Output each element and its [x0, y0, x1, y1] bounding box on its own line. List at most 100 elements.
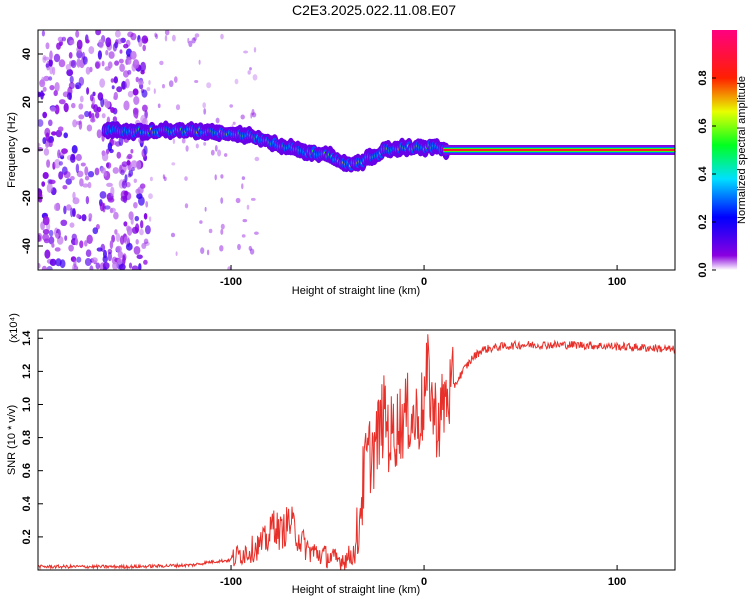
noise-blob [172, 138, 176, 145]
noise-blob [121, 180, 128, 189]
noise-blob [128, 262, 133, 269]
noise-blob [133, 246, 141, 255]
noise-blob [54, 247, 61, 252]
noise-blob [95, 30, 101, 36]
noise-blob [43, 75, 50, 82]
noise-blob [135, 76, 139, 83]
noise-blob [63, 102, 69, 113]
noise-blob [143, 238, 149, 245]
noise-blob [118, 58, 124, 64]
noise-blob [48, 179, 56, 185]
noise-blob [104, 100, 111, 109]
noise-blob [140, 61, 147, 72]
noise-blob [67, 92, 72, 100]
noise-blob [69, 222, 75, 228]
noise-blob [99, 202, 105, 212]
noise-blob [115, 30, 121, 38]
noise-blob [41, 181, 46, 187]
snr-x-label: Height of straight line (km) [292, 584, 420, 596]
noise-blob [84, 166, 89, 176]
noise-blob [118, 263, 126, 270]
noise-blob [70, 207, 74, 218]
noise-blob [100, 97, 105, 108]
snr-y-ticks: 0.2 0.4 0.6 0.8 1.0 1.2 1.4 [21, 330, 43, 545]
x-tick-label: 0 [421, 576, 427, 588]
noise-blob [78, 114, 85, 120]
noise-blob [79, 95, 84, 103]
noise-blob [95, 262, 101, 270]
snr-frame [37, 329, 676, 571]
noise-blob [206, 82, 212, 89]
noise-blob [187, 37, 190, 44]
y-tick-label: 40 [21, 48, 33, 60]
y-tick-label: 1.0 [21, 397, 33, 412]
snr-x-ticks: -100 0 100 [220, 565, 626, 588]
noise-blob [143, 241, 150, 246]
noise-blob [184, 176, 188, 182]
noise-blob [127, 90, 134, 98]
noise-blob [46, 159, 51, 168]
noise-blob [43, 148, 50, 156]
noise-blob [135, 239, 139, 245]
noise-blob [136, 193, 143, 200]
noise-blob [153, 88, 156, 94]
noise-blob [108, 51, 115, 59]
noise-blob [120, 169, 125, 176]
noise-blob [214, 145, 218, 152]
noise-blob [48, 236, 55, 245]
noise-blob [92, 91, 96, 97]
noise-blob [191, 37, 196, 44]
noise-blob [251, 108, 255, 116]
noise-blob [215, 117, 220, 124]
noise-blob [118, 136, 124, 147]
noise-blob [250, 112, 253, 119]
noise-blob [88, 46, 95, 55]
noise-blob [55, 129, 63, 138]
snr-series-line [38, 334, 675, 570]
noise-blob [79, 240, 84, 249]
noise-blob [131, 265, 139, 270]
y-tick-label: 0.6 [21, 463, 33, 478]
noise-blob [241, 176, 246, 181]
noise-blob [102, 266, 107, 270]
noise-blob [38, 234, 42, 242]
noise-blob [38, 262, 41, 269]
noise-blob [148, 216, 152, 222]
noise-blob [123, 235, 130, 245]
noise-blob [220, 228, 224, 235]
noise-blob [70, 176, 75, 181]
noise-blob [199, 220, 203, 224]
y-tick-label: -40 [21, 238, 33, 254]
noise-blob [194, 80, 199, 83]
noise-blob [101, 113, 106, 119]
noise-blob [75, 153, 82, 162]
noise-blob [60, 219, 68, 226]
noise-blob [113, 76, 119, 84]
x-tick-label: -100 [220, 276, 242, 288]
noise-blob [163, 176, 167, 182]
noise-blob [254, 231, 259, 235]
spectrogram-x-label: Height of straight line (km) [292, 285, 420, 297]
noise-blob [139, 228, 144, 236]
noise-blob [154, 32, 157, 38]
noise-blob [220, 197, 224, 204]
noise-blob [61, 148, 68, 154]
noise-blob [110, 107, 115, 113]
noise-blob [82, 183, 89, 188]
noise-blob [143, 213, 148, 220]
noise-blob [142, 44, 146, 52]
noise-blob [127, 226, 133, 236]
noise-blob [141, 35, 149, 44]
noise-blob [139, 183, 146, 189]
noise-blob [193, 36, 197, 41]
colorbar-tick-label: 0.0 [697, 262, 709, 277]
noise-blob [220, 174, 224, 179]
noise-blob [164, 34, 168, 42]
noise-blob [76, 39, 83, 50]
noise-blob [217, 149, 222, 157]
noise-blob [227, 266, 232, 270]
noise-blob [141, 89, 148, 98]
noise-blob [254, 156, 260, 162]
noise-blob [111, 140, 117, 145]
noise-blob [42, 137, 47, 145]
